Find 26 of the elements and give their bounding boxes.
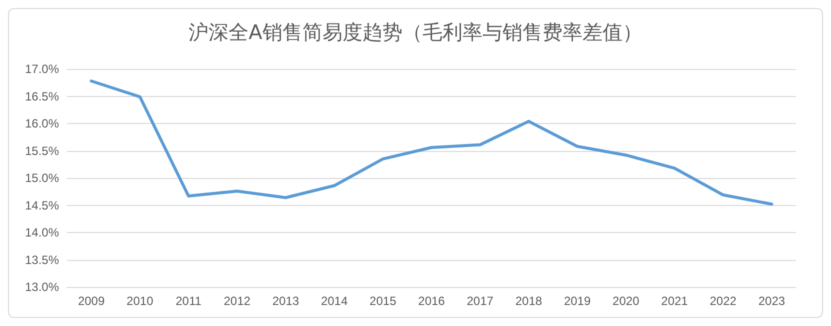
x-tick-label: 2017 [466,294,494,308]
x-tick-label: 2014 [320,294,348,308]
x-tick-label: 2012 [224,294,251,308]
x-tick-label: 2019 [564,294,591,308]
y-tick-label: 16.5% [24,89,60,104]
x-tick-label: 2021 [661,294,688,308]
x-tick-label: 2009 [78,294,105,308]
y-tick-label: 15.0% [24,171,60,185]
x-tick-label: 2010 [126,294,154,308]
x-tick-label: 2011 [176,294,202,308]
chart-title: 沪深全A销售简易度趋势（毛利率与销售费率差值） [188,20,642,44]
y-tick-label: 16.0% [24,116,60,130]
x-tick-label: 2016 [418,294,446,308]
line-series [90,79,774,206]
x-tick-label: 2020 [612,294,640,308]
x-tick-label: 2013 [272,294,300,308]
x-tick-label: 2015 [370,294,397,308]
y-tick-label: 13.0% [24,280,60,294]
x-tick-label: 2022 [710,294,737,308]
y-tick-label: 14.0% [24,226,60,240]
x-tick-label: 2023 [758,294,786,308]
y-tick-label: 13.5% [24,252,60,267]
y-tick-label: 17.0% [24,62,60,76]
x-tick-label: 2018 [515,294,542,308]
y-tick-label: 15.5% [24,144,60,158]
y-tick-label: 14.5% [24,198,60,212]
